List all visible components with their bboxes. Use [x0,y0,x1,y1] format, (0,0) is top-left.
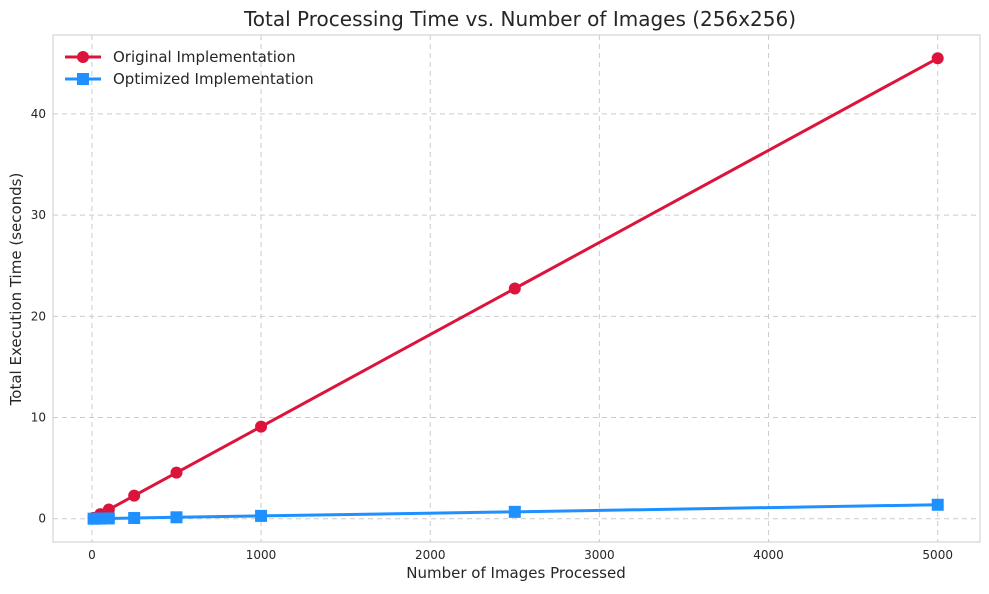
x-tick-label: 3000 [584,548,615,562]
legend: Original Implementation Optimized Implem… [65,48,314,88]
plot-area-frame [52,34,981,543]
legend-marker-original [77,51,89,63]
data-point [170,511,183,524]
data-point [255,420,268,433]
legend-label-optimized: Optimized Implementation [113,70,314,88]
data-point [128,512,141,525]
data-point [508,282,521,295]
y-axis-label: Total Execution Time (seconds) [7,173,25,407]
y-tick-label: 40 [31,107,46,121]
x-tick-label: 1000 [246,548,277,562]
grid [53,35,980,542]
y-tick-label: 20 [31,309,46,323]
legend-label-original: Original Implementation [113,48,296,66]
data-point [931,498,944,511]
x-tick-label: 2000 [415,548,446,562]
x-tick-label: 0 [88,548,96,562]
x-axis-label: Number of Images Processed [406,564,625,582]
x-tick-label: 4000 [753,548,784,562]
x-tick-label: 5000 [922,548,953,562]
data-point [931,52,944,65]
axis-ticks: 0 1000 2000 3000 4000 5000 0 10 20 30 40 [31,107,953,562]
data-point [128,489,141,502]
y-tick-label: 0 [38,512,46,526]
data-point [508,505,521,518]
legend-marker-optimized [77,73,89,85]
data-point [255,509,268,522]
y-tick-label: 30 [31,208,46,222]
data-point [170,466,183,479]
data-point [102,512,115,525]
series-optimized [87,498,944,525]
series [87,52,944,525]
chart-title: Total Processing Time vs. Number of Imag… [243,7,796,31]
y-tick-label: 10 [31,411,46,425]
